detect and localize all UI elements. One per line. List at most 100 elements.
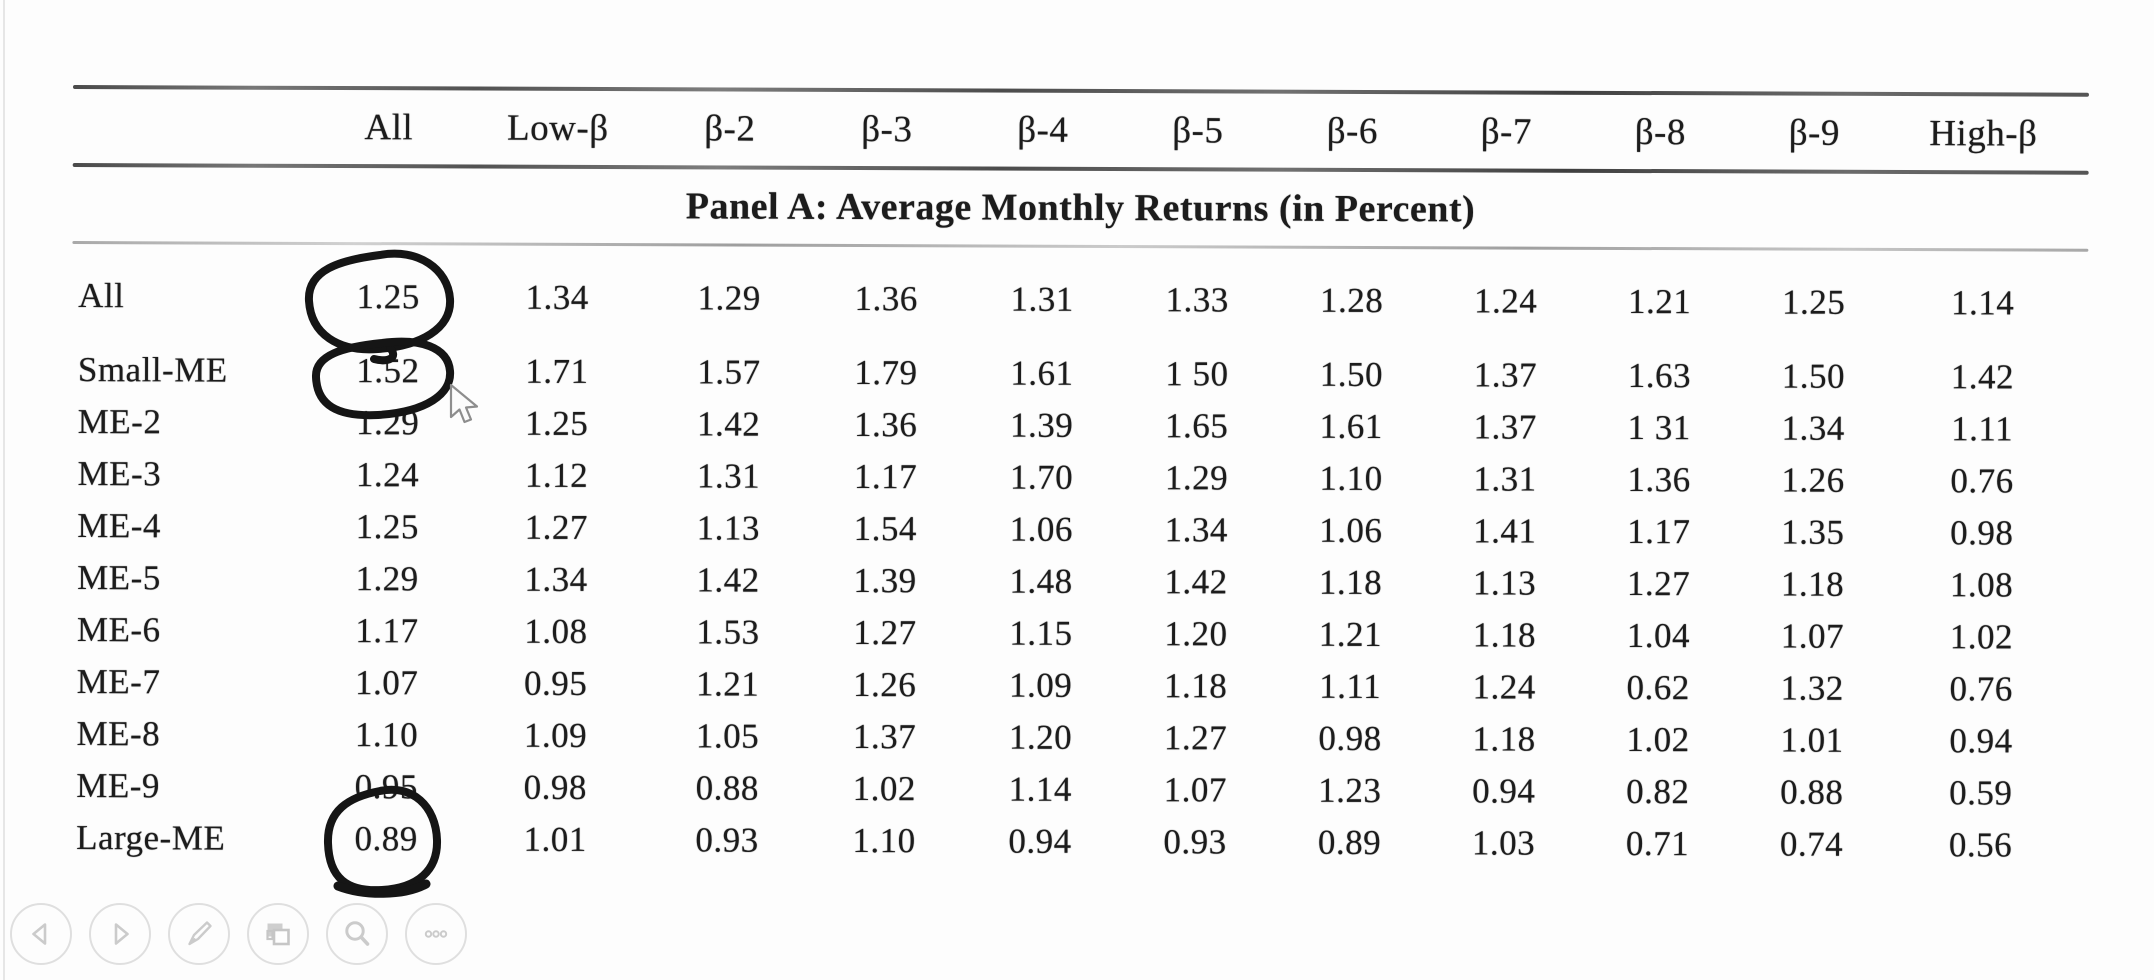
next-button[interactable]: [89, 903, 151, 965]
table-row: ME-5 1.29 1.34 1.42 1.39 1.48 1.42 1.18 1.13 1.27…: [71, 552, 2087, 612]
pen-button[interactable]: [168, 903, 230, 965]
table-cell: 0.88: [1780, 772, 1844, 812]
table-cell: 1.41: [1473, 511, 1537, 551]
column-header: β-6: [1326, 110, 1378, 152]
table-cell: 1.23: [1318, 770, 1382, 811]
table-cell: 1 31: [1627, 407, 1691, 448]
table-cell: 1.36: [854, 279, 918, 319]
table-cell: 1.48: [1009, 561, 1073, 601]
column-header: β-8: [1634, 111, 1686, 153]
table-cell: 1.06: [1009, 509, 1074, 549]
table-cell: 1.15: [1009, 613, 1073, 653]
table-cell: 1.39: [853, 561, 917, 601]
table-cell: 1.34: [1164, 510, 1228, 550]
table-body: All 1.25 1.34 1.29 1.36 1.31 1.33 1.28 1.24 1.21 1…: [70, 270, 2088, 872]
table-cell: 1.05: [695, 716, 760, 756]
table-cell: 1.31: [1473, 459, 1537, 499]
more-options-button[interactable]: [405, 903, 467, 965]
table-cell: 1.02: [1626, 719, 1690, 760]
table-cell: 1.14: [1008, 769, 1073, 809]
table-cell: 0.94: [1008, 821, 1072, 861]
table-cell: 1.31: [696, 456, 761, 496]
table-cell: 1 50: [1165, 354, 1229, 394]
table-cell: 1.18: [1472, 719, 1536, 759]
table-cell: 1.28: [1319, 280, 1384, 321]
table-row: ME-8 1.10 1.09 1.05 1.37 1.20 1.27 0.98 1.18 1.02…: [70, 708, 2086, 768]
table-cell: 1.26: [853, 664, 917, 705]
table-cell: 1.27: [524, 507, 589, 547]
panel-heading-row: Panel A: Average Monthly Returns (in Per…: [72, 167, 2088, 249]
table-cell: 1.52: [356, 351, 420, 391]
table-cell: 1.42: [1164, 562, 1228, 602]
table-cell: 0.94: [1949, 721, 2013, 761]
row-label: ME-6: [76, 610, 161, 650]
table-cell: 1.10: [1319, 458, 1383, 499]
table-cell: 1.31: [1010, 279, 1074, 319]
row-label: ME-3: [77, 454, 162, 494]
table-row: Large-ME 0.89 1.01 0.93 1.10 0.94 0.93 0.89 1.03…: [70, 812, 2086, 872]
table-cell: 1.14: [1950, 283, 2015, 323]
table-row: ME-4 1.25 1.27 1.13 1.54 1.06 1.34 1.06 1.41 1.17…: [71, 500, 2087, 560]
table-cell: 1.27: [1163, 718, 1228, 758]
column-header: β-9: [1788, 112, 1840, 154]
table-cell: 1.53: [696, 612, 760, 652]
column-header: β-2: [704, 107, 756, 150]
row-label: Large-ME: [76, 818, 226, 858]
table-cell: 1.36: [1627, 459, 1691, 500]
table-cell: 1.33: [1165, 280, 1229, 320]
table-cell: 0.76: [1949, 669, 2013, 709]
table-row: ME-7 1.07 0.95 1.21 1.26 1.09 1.18 1.11 1.24 0.62…: [71, 656, 2087, 716]
table-header-row: All Low-β β-2 β-3 β-4 β-5 β-6 β-7 β-8 β-9 High-β: [73, 89, 2089, 171]
column-header: β-5: [1172, 109, 1224, 151]
table-cell: 1.11: [1951, 409, 2014, 449]
table-cell: 1.24: [355, 455, 420, 495]
table-cell: 0.71: [1625, 823, 1690, 864]
panel-title: Panel A: Average Monthly Returns (in Per…: [685, 185, 1476, 231]
table-cell: 0.93: [1163, 822, 1227, 862]
table-cell: 1.21: [1627, 281, 1692, 322]
table-cell: 1.61: [1010, 353, 1074, 393]
table-cell: 1.09: [523, 715, 588, 755]
table-cell: 1.63: [1627, 355, 1692, 396]
table-cell: 1.11: [1319, 666, 1382, 707]
table-cell: 1.32: [1780, 668, 1844, 708]
column-header: High-β: [1929, 112, 2038, 155]
table-cell: 1.50: [1781, 356, 1846, 396]
table-cell: 0.98: [1950, 513, 2014, 553]
column-header: β-3: [861, 108, 913, 150]
table-cell: 1.34: [525, 277, 589, 317]
previous-button[interactable]: [10, 903, 72, 965]
table-cell: 1.54: [853, 509, 918, 549]
table-cell: 1.18: [1780, 564, 1845, 604]
returns-table: All Low-β β-2 β-3 β-4 β-5 β-6 β-7 β-8 β-9 High-β P…: [70, 85, 2089, 872]
table-cell: 1.09: [1009, 665, 1073, 705]
table-row: ME-3 1.24 1.12 1.31 1.17 1.70 1.29 1.10 1.31 1.36…: [71, 448, 2087, 508]
copy-windows-icon: [266, 923, 290, 946]
table-cell: 1.39: [1010, 405, 1074, 445]
table-cell: 1.27: [1626, 563, 1691, 604]
column-header: Low-β: [507, 107, 609, 149]
table-cell: 1.18: [1318, 562, 1383, 603]
previous-arrow-icon: [32, 923, 47, 945]
row-label: All: [78, 276, 125, 316]
table-cell: 1.29: [697, 278, 761, 318]
table-cell: 1.07: [355, 663, 419, 703]
table-cell: 1.34: [524, 559, 588, 599]
table-cell: 0.56: [1948, 825, 2013, 865]
row-label: ME-5: [77, 558, 161, 598]
table-cell: 0.82: [1626, 771, 1690, 812]
table-cell: 1.27: [853, 613, 917, 653]
table-cell: 1.29: [1164, 458, 1229, 498]
table-cell: 1.34: [1781, 408, 1845, 448]
search-button[interactable]: [326, 903, 388, 965]
table-cell: 1.61: [1319, 406, 1383, 447]
table-cell: 0.59: [1949, 773, 2013, 813]
table-cell: 1.10: [354, 715, 419, 755]
table-cell: 1.37: [852, 716, 917, 757]
table-cell: 1.20: [1164, 614, 1228, 654]
more-ellipsis-icon: [424, 930, 448, 938]
table-cell: 1.08: [524, 611, 588, 651]
table-cell: 1.02: [852, 768, 917, 809]
copy-button[interactable]: [247, 903, 309, 965]
row-label: ME-7: [76, 662, 161, 702]
